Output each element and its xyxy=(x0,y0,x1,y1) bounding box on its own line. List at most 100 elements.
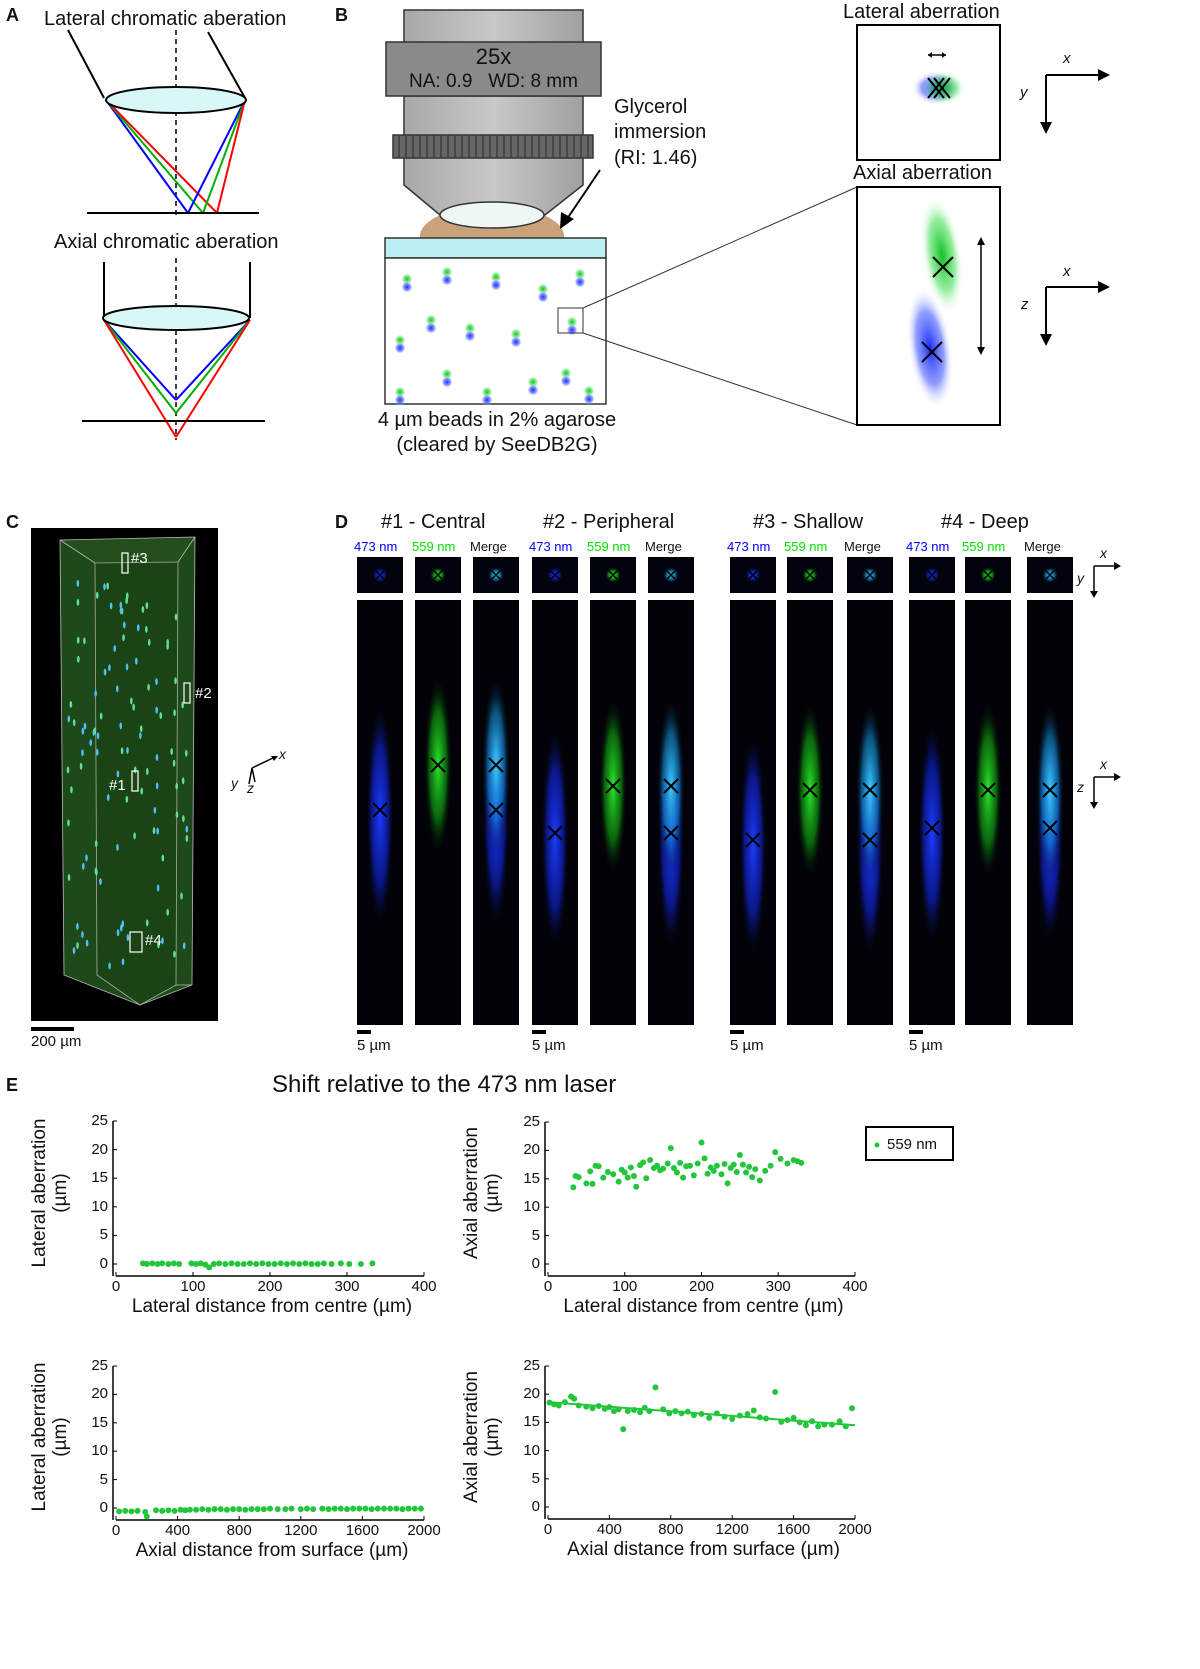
x-tick-label: 800 xyxy=(658,1521,684,1538)
data-point xyxy=(242,1506,249,1513)
data-point xyxy=(694,1160,701,1167)
data-point xyxy=(637,1409,644,1416)
data-point xyxy=(128,1508,135,1515)
bead-blue xyxy=(441,274,453,286)
data-point xyxy=(595,1403,602,1410)
immersion-label-2: immersion xyxy=(614,121,707,143)
data-point xyxy=(698,1139,705,1146)
bead-spot xyxy=(166,642,169,650)
axis-x-label: x xyxy=(1100,756,1107,772)
data-point xyxy=(234,1261,241,1267)
data-point xyxy=(620,1426,627,1433)
bead-blue xyxy=(537,291,549,303)
data-point xyxy=(606,1404,613,1411)
bead-spot xyxy=(155,706,158,714)
x-tick-label: 1600 xyxy=(776,1521,811,1538)
x-tick-label: 2000 xyxy=(838,1521,872,1538)
data-point xyxy=(350,1505,357,1512)
channel-label: Merge xyxy=(844,539,881,554)
x-axis-label: Lateral distance from centre (µm) xyxy=(563,1296,844,1317)
data-point xyxy=(310,1506,317,1513)
data-point xyxy=(357,1261,364,1267)
bead-spot xyxy=(122,634,125,642)
y-axis-label: Axial aberration (µm) xyxy=(461,1126,503,1260)
bead-blue xyxy=(394,342,406,354)
y-tick-label: 0 xyxy=(531,1498,540,1515)
data-point xyxy=(772,1149,779,1156)
data-point xyxy=(730,1161,737,1168)
panel-label-a: A xyxy=(6,5,19,25)
x-axis-label: Axial distance from surface (µm) xyxy=(135,1540,409,1561)
bead-spot xyxy=(106,582,109,590)
bead-spot xyxy=(155,753,159,761)
data-point xyxy=(670,1165,677,1172)
x-tick-label: 300 xyxy=(765,1278,791,1295)
bead-spot xyxy=(180,892,183,900)
bead-spot xyxy=(113,645,116,653)
data-point xyxy=(149,1260,156,1267)
data-point xyxy=(756,1414,763,1421)
data-point xyxy=(624,1408,631,1415)
green-centroid-x-mark xyxy=(862,782,878,798)
data-point xyxy=(744,1410,751,1417)
bead-spot xyxy=(185,835,189,843)
data-point xyxy=(772,1388,779,1395)
bead-spot xyxy=(67,874,71,882)
data-point xyxy=(828,1421,835,1428)
lateral-box-title: Lateral aberration xyxy=(843,1,1000,23)
data-point xyxy=(254,1506,261,1513)
bead-spot xyxy=(172,759,176,767)
data-point xyxy=(627,1164,634,1171)
data-point xyxy=(583,1403,590,1410)
data-point xyxy=(182,1507,189,1514)
data-point xyxy=(303,1505,310,1512)
bead-spot xyxy=(147,638,151,646)
bead-spot xyxy=(121,958,125,966)
bead-spot xyxy=(146,768,149,776)
data-point xyxy=(848,1405,855,1412)
data-point xyxy=(216,1260,223,1267)
x-tick-label: 300 xyxy=(334,1278,360,1295)
scatter-plot-2 xyxy=(544,1121,856,1277)
bead-spot xyxy=(152,827,156,835)
y-tick-label: 15 xyxy=(91,1169,108,1187)
data-point xyxy=(664,1160,671,1167)
data-point xyxy=(283,1261,290,1267)
blue-centroid-x-mark xyxy=(862,832,878,848)
axes-xyz-arrows-c xyxy=(248,756,278,785)
y-tick-label: 15 xyxy=(523,1413,540,1431)
axis-y-label: y xyxy=(1020,84,1028,101)
sample-beads xyxy=(394,266,595,406)
green-centroid-x-mark xyxy=(1042,782,1058,798)
bead-spot xyxy=(155,782,159,790)
data-point xyxy=(589,1180,596,1187)
data-point xyxy=(660,1165,667,1172)
data-point xyxy=(680,1174,687,1181)
panel-label-c: C xyxy=(6,512,19,532)
bead-spot xyxy=(81,749,84,757)
x-tick-label: 100 xyxy=(612,1278,638,1295)
data-point xyxy=(615,1406,622,1413)
data-point xyxy=(729,1416,736,1423)
axis-z-label: z xyxy=(1077,779,1084,795)
bead-blue xyxy=(527,384,539,396)
data-point xyxy=(660,1406,667,1413)
data-point xyxy=(319,1505,326,1512)
bead-blue xyxy=(481,394,493,406)
data-point xyxy=(600,1174,607,1181)
channel-label: 559 nm xyxy=(587,539,631,554)
lateral-aberration-box xyxy=(856,24,1001,161)
immersion-label-3: (RI: 1.46) xyxy=(614,147,698,169)
bead-spot xyxy=(108,664,111,672)
bead-spot xyxy=(161,854,165,862)
data-point xyxy=(630,1406,637,1413)
bead-spot xyxy=(99,878,102,886)
scatter-plot-1 xyxy=(112,1120,425,1277)
roi-label-2: #2 xyxy=(195,685,212,702)
data-point xyxy=(784,1417,791,1424)
objective-specs: NA: 0.9 WD: 8 mm xyxy=(409,71,578,92)
data-point xyxy=(314,1261,321,1267)
bead-spot xyxy=(139,725,143,733)
channel-label: 473 nm xyxy=(906,539,950,554)
data-point xyxy=(677,1159,684,1166)
